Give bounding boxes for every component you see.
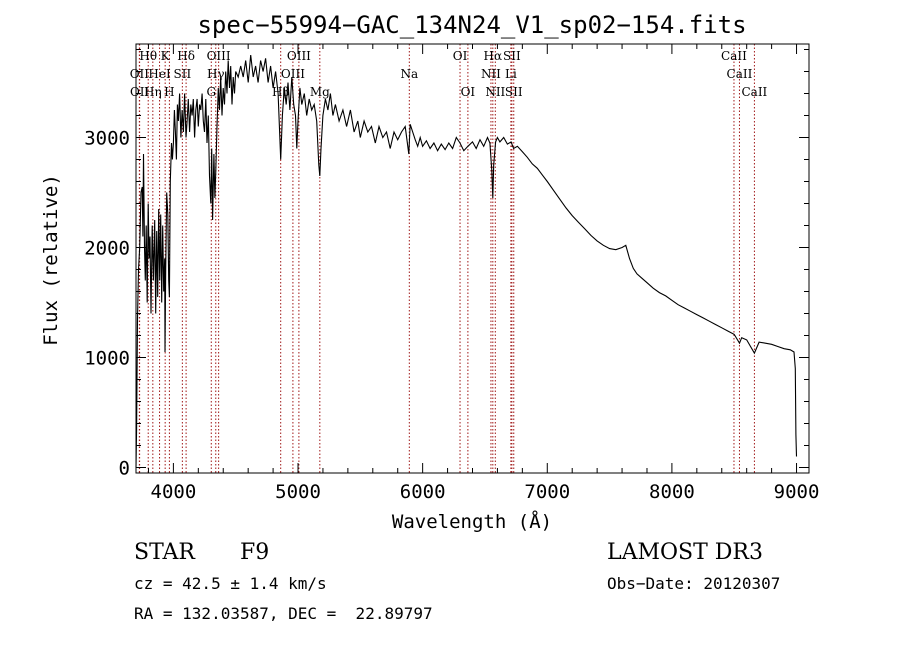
y-tick-label: 2000 bbox=[84, 238, 130, 260]
x-tick-label: 7000 bbox=[524, 481, 570, 503]
line-label: K bbox=[161, 49, 171, 63]
flux-series-line bbox=[135, 54, 798, 468]
object-subclass: F9 bbox=[240, 540, 270, 565]
line-label: NII bbox=[485, 85, 505, 99]
y-axis-ticks: 0 1000 2000 3000 bbox=[84, 49, 809, 480]
line-label: SII bbox=[505, 85, 523, 99]
line-markers bbox=[138, 44, 755, 473]
line-label: CaII bbox=[727, 67, 753, 81]
line-label: Hα bbox=[484, 49, 503, 63]
line-label: Li bbox=[505, 67, 517, 81]
line-label: OI bbox=[453, 49, 468, 63]
line-label: NII bbox=[481, 67, 501, 81]
x-tick-label: 8000 bbox=[649, 481, 695, 503]
line-label: OI bbox=[461, 85, 476, 99]
observation-date: Obs−Date: 20120307 bbox=[607, 574, 781, 593]
line-label: SII bbox=[503, 49, 521, 63]
line-label: H bbox=[164, 85, 174, 99]
coordinates: RA = 132.03587, DEC = 22.89797 bbox=[134, 604, 433, 623]
line-label: Hγ bbox=[207, 67, 225, 81]
object-class: STAR bbox=[134, 540, 195, 565]
x-axis-ticks: 4000 5000 6000 7000 8000 9000 bbox=[147, 44, 820, 503]
y-tick-label: 1000 bbox=[84, 348, 130, 370]
line-label: Hη bbox=[144, 85, 162, 99]
x-axis-label: Wavelength (Å) bbox=[392, 510, 552, 533]
line-label: G bbox=[206, 85, 216, 99]
line-label: OII bbox=[130, 85, 150, 99]
line-label: Hθ bbox=[139, 49, 157, 63]
line-label: OII bbox=[130, 67, 150, 81]
y-tick-label: 3000 bbox=[84, 128, 130, 150]
x-tick-label: 9000 bbox=[774, 481, 820, 503]
x-tick-label: 4000 bbox=[151, 481, 197, 503]
chart-title: spec−55994−GAC_134N24_V1_sp02−154.fits bbox=[197, 11, 746, 39]
line-label: OIII bbox=[281, 67, 305, 81]
line-label: OIII bbox=[287, 49, 311, 63]
line-label: Na bbox=[400, 67, 418, 81]
x-tick-label: 6000 bbox=[400, 481, 446, 503]
survey-name: LAMOST DR3 bbox=[607, 540, 763, 565]
line-label: CaII bbox=[741, 85, 767, 99]
line-label: OIII bbox=[207, 49, 231, 63]
plot-frame bbox=[135, 43, 810, 474]
line-label: CaII bbox=[721, 49, 747, 63]
x-tick-label: 5000 bbox=[275, 481, 321, 503]
line-label: Mg bbox=[310, 85, 330, 99]
y-tick-label: 0 bbox=[119, 458, 130, 480]
y-axis-label: Flux (relative) bbox=[40, 174, 62, 346]
line-label: SII bbox=[174, 67, 192, 81]
line-label: Hδ bbox=[177, 49, 195, 63]
redshift-velocity: cz = 42.5 ± 1.4 km/s bbox=[134, 574, 327, 593]
line-label: HeI bbox=[148, 67, 171, 81]
